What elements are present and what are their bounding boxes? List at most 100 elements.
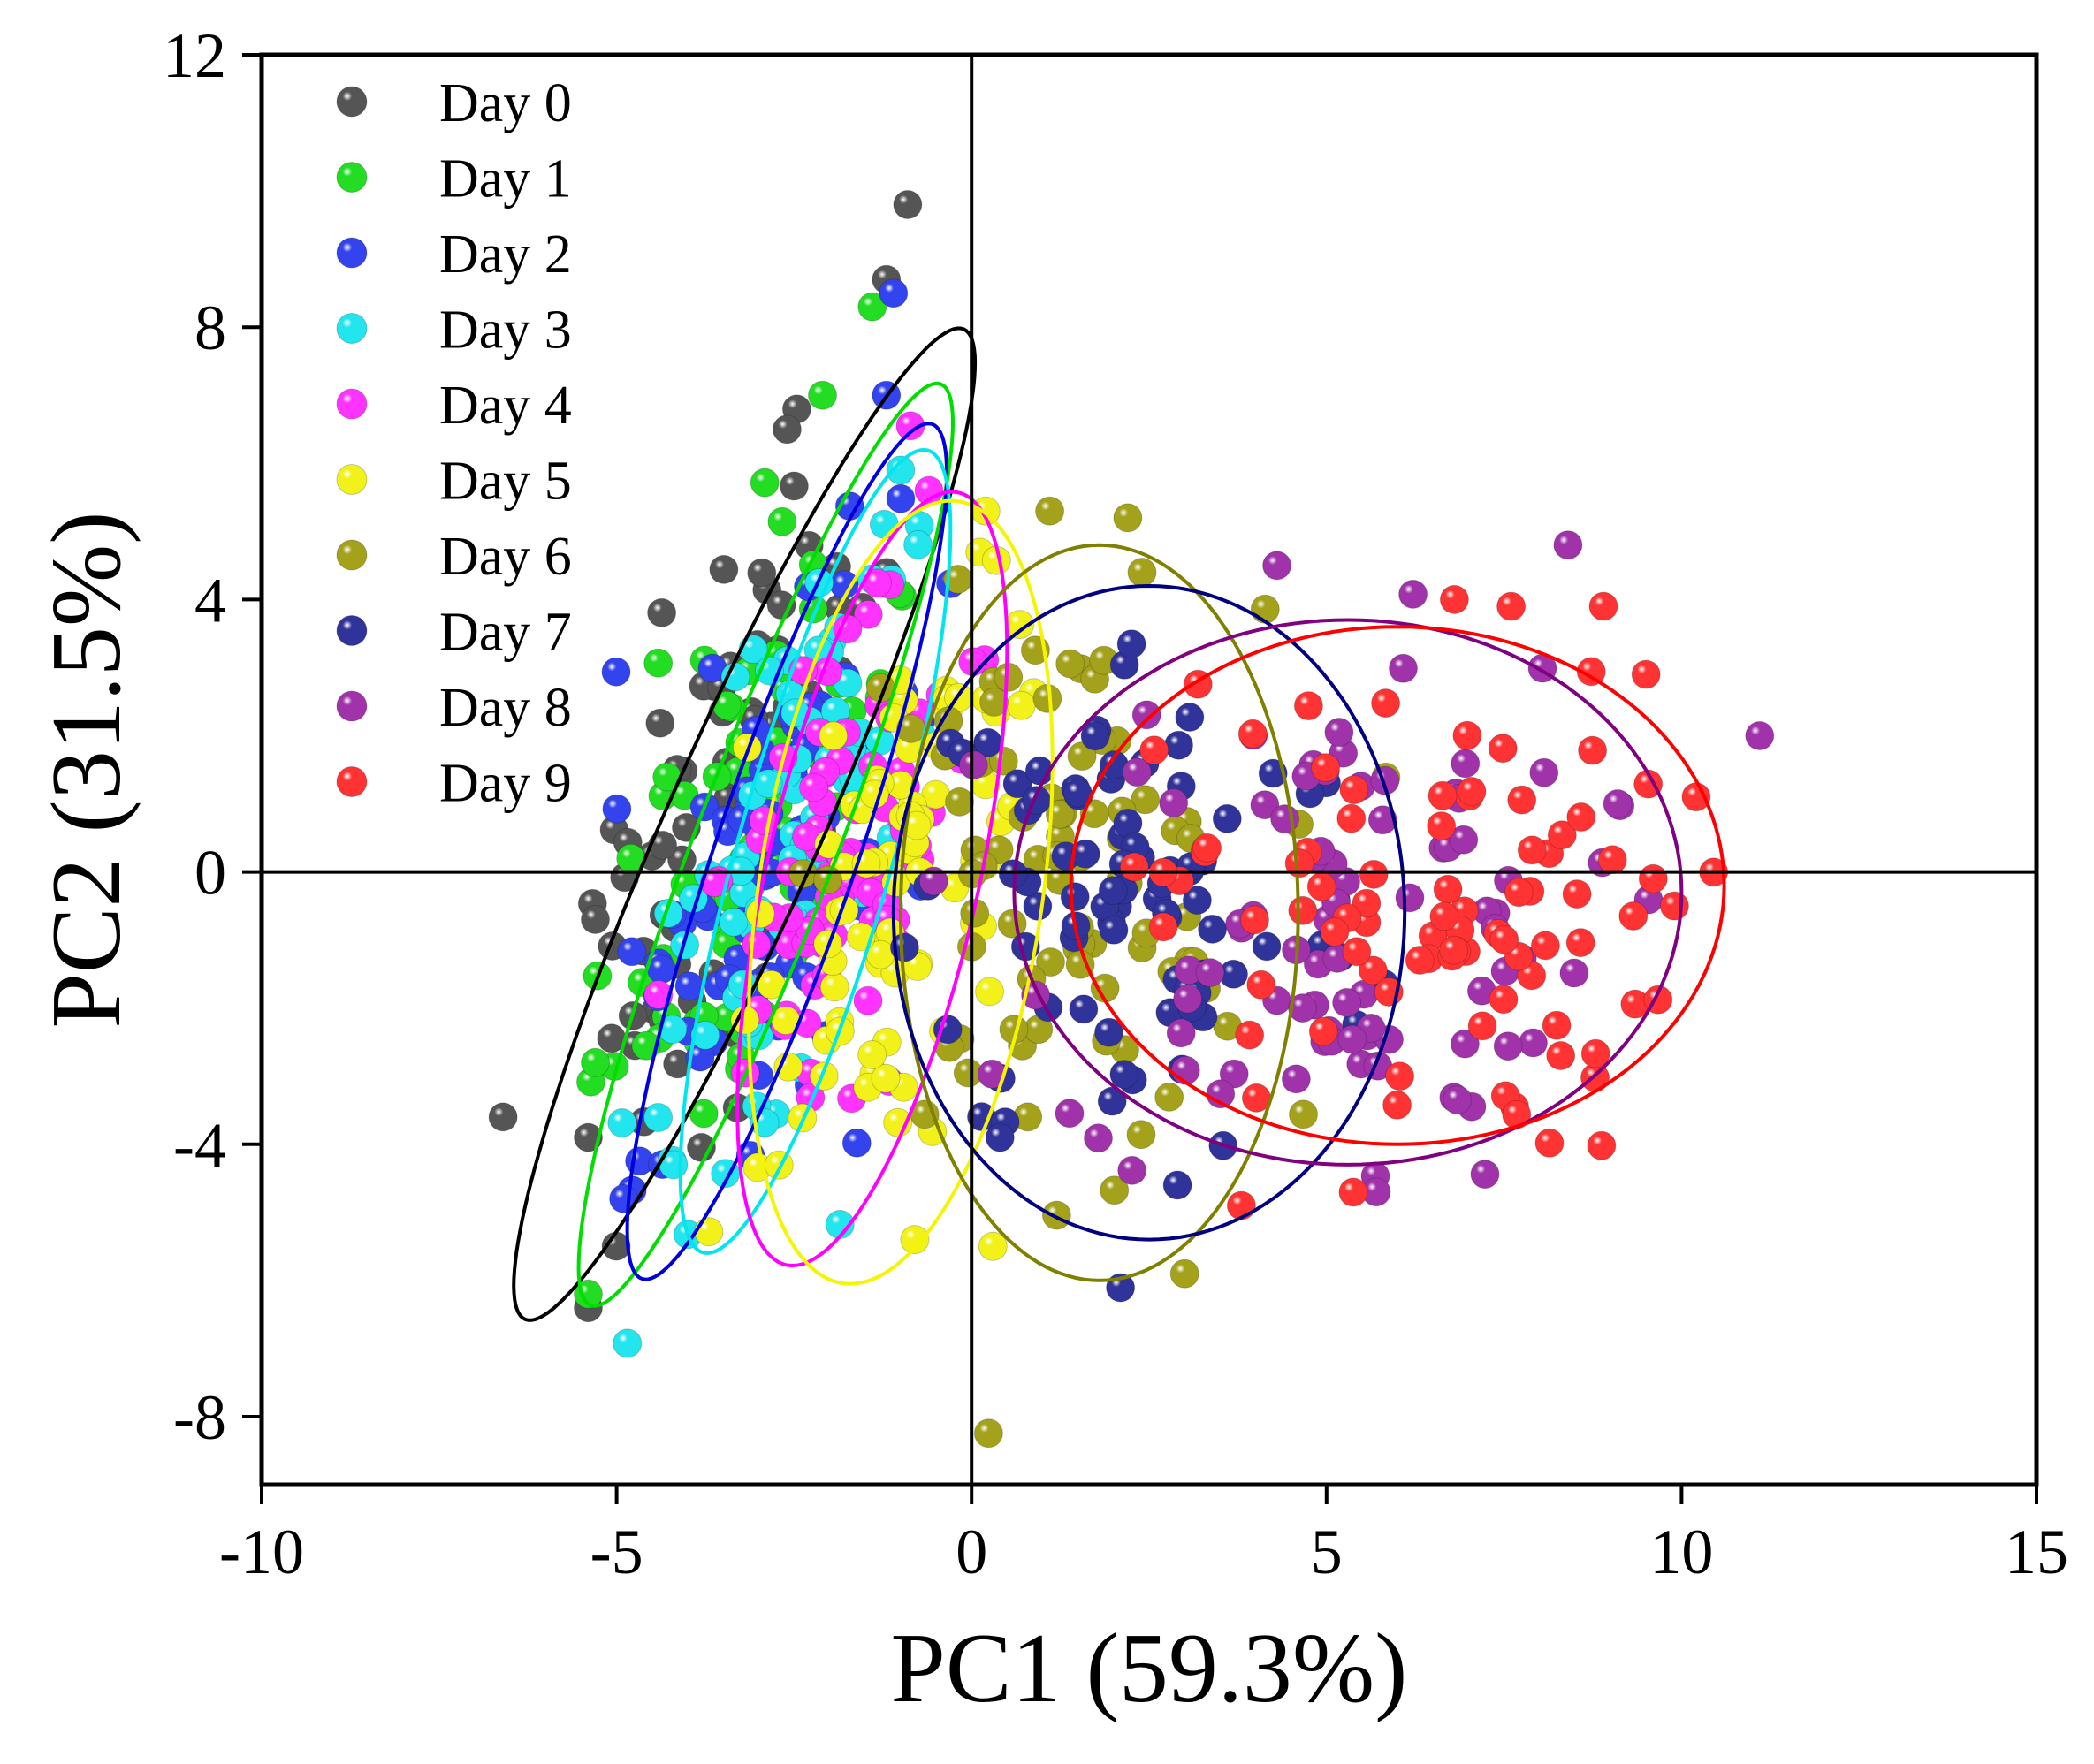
data-point [1433, 874, 1463, 904]
data-point [1439, 935, 1469, 965]
data-point [645, 708, 675, 738]
legend-marker [336, 388, 368, 420]
x-tick-label: 15 [2005, 1517, 2068, 1587]
data-point [1597, 845, 1627, 875]
data-point [647, 597, 677, 627]
data-point [1067, 741, 1097, 772]
data-point [1055, 649, 1085, 679]
data-point [1576, 657, 1606, 687]
confidence-ellipses [512, 326, 1726, 1322]
data-point [978, 1231, 1008, 1261]
data-point [1452, 720, 1482, 750]
legend-item: Day 1 [336, 149, 572, 209]
data-point [1237, 719, 1268, 749]
data-point [886, 483, 916, 513]
data-point [1489, 924, 1519, 954]
data-point [1139, 735, 1169, 765]
data-point [1496, 591, 1527, 621]
data-point [1126, 1120, 1156, 1150]
data-point [1546, 1041, 1576, 1070]
data-point [694, 1217, 724, 1247]
data-point [1517, 835, 1547, 865]
data-point [1580, 1038, 1610, 1068]
data-point [764, 1150, 794, 1180]
data-point [918, 866, 948, 896]
x-tick-label: -5 [590, 1517, 643, 1587]
y-tick-label: -4 [173, 1110, 226, 1181]
data-point [1109, 1060, 1139, 1090]
data-point [1288, 895, 1318, 925]
data-point [857, 292, 887, 322]
data-point [808, 380, 837, 410]
data-point [1429, 901, 1459, 931]
data-point [1504, 878, 1534, 908]
data-point [1603, 789, 1633, 818]
data-point [1270, 804, 1300, 834]
data-point [581, 905, 610, 934]
y-tick-label: 4 [194, 565, 226, 635]
data-point [1405, 946, 1435, 975]
data-point [903, 529, 933, 559]
data-point [988, 746, 1018, 776]
data-point [973, 1418, 1003, 1448]
data-point [1332, 987, 1362, 1017]
data-point [773, 1052, 803, 1082]
series-day-9 [1119, 584, 1729, 1220]
legend-marker [336, 690, 368, 722]
data-point [1553, 530, 1583, 560]
data-point [1395, 883, 1425, 913]
legend-item: Day 2 [336, 224, 572, 285]
data-point [1281, 1064, 1311, 1094]
data-point [1169, 1258, 1199, 1289]
data-point [1342, 937, 1372, 967]
data-point [1250, 594, 1280, 624]
legend-label: Day 5 [439, 452, 572, 512]
data-point [871, 1063, 901, 1093]
data-point [581, 1047, 610, 1077]
data-point [977, 1059, 1007, 1089]
data-point [709, 554, 739, 584]
zero-lines [262, 55, 2037, 1485]
data-point [1578, 735, 1608, 765]
data-point [819, 972, 849, 1002]
data-point [700, 868, 729, 898]
y-tick-label: -8 [173, 1382, 226, 1453]
data-point [1439, 584, 1469, 614]
legend-marker [336, 313, 368, 344]
data-point [772, 414, 802, 445]
data-point [1428, 780, 1458, 810]
data-point [719, 907, 749, 937]
data-point [1451, 749, 1481, 779]
data-point [1385, 1061, 1415, 1091]
data-point [1565, 928, 1595, 958]
data-point [1367, 805, 1397, 835]
y-tick-label: 8 [194, 293, 226, 363]
data-point [1443, 1085, 1473, 1115]
data-point [1212, 803, 1242, 833]
x-axis-title: PC1 (59.3%) [891, 1614, 1408, 1723]
data-point [1324, 718, 1354, 747]
data-point [1240, 905, 1269, 935]
data-point [1427, 811, 1457, 841]
data-point [1100, 1175, 1130, 1205]
data-point [1192, 833, 1222, 863]
data-point [1745, 721, 1775, 750]
legend-item: Day 7 [336, 603, 572, 663]
legend-label: Day 8 [439, 678, 572, 738]
data-point [853, 599, 883, 629]
y-axis-ticks: -8 -4 0 4 8 12 [163, 20, 262, 1453]
data-point [1117, 1155, 1147, 1185]
data-point [1529, 757, 1559, 787]
data-point [1035, 496, 1065, 526]
data-point [900, 1225, 930, 1255]
legend-marker [336, 615, 368, 646]
data-point [1127, 558, 1157, 588]
data-point [1530, 931, 1560, 961]
data-point [1055, 1099, 1085, 1129]
data-point [879, 278, 909, 308]
data-point [602, 794, 632, 824]
data-point [1311, 753, 1341, 783]
legend: Day 0 Day 1 Day 2 Day 3 Day 4 Day 5 Day 6 Day 7… [336, 73, 572, 814]
